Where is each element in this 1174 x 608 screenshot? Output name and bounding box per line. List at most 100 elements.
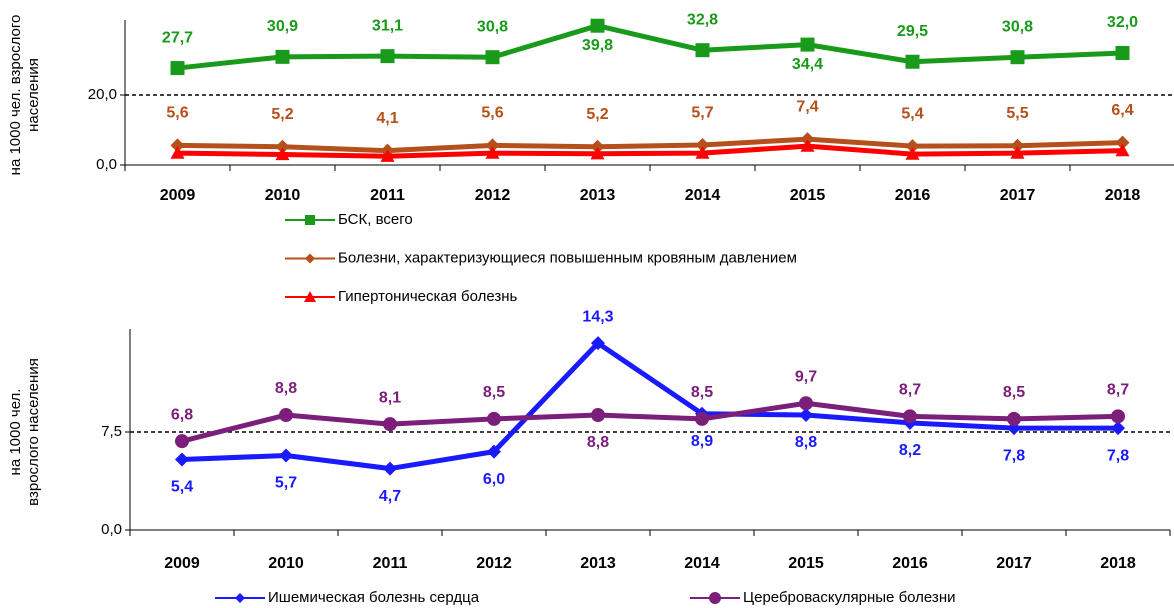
marker	[799, 396, 813, 411]
marker	[487, 411, 501, 426]
marker	[279, 408, 293, 423]
marker	[1010, 50, 1025, 65]
data-label: 5,2	[271, 106, 293, 123]
data-label: 5,2	[586, 106, 608, 123]
legend-marker	[709, 592, 721, 604]
marker	[170, 138, 185, 153]
y-axis-label-line: населения	[25, 58, 42, 132]
data-label: 32,8	[687, 11, 718, 28]
x-tick-label: 2018	[1100, 555, 1136, 572]
legend-label: Болезни, характеризующиеся повышенным кр…	[338, 249, 797, 266]
series-line	[181, 340, 1118, 472]
y-tick-label: 0,0	[96, 156, 117, 173]
marker	[1010, 146, 1025, 159]
x-tick-label: 2016	[892, 555, 928, 572]
series-line	[177, 136, 1123, 154]
marker	[591, 408, 605, 423]
data-label: 8,9	[691, 433, 713, 450]
x-tick-label: 2010	[268, 555, 304, 572]
marker	[170, 146, 185, 159]
x-tick-label: 2009	[164, 555, 200, 572]
y-axis-label: на 1000 чел. взрослогонаселения	[7, 15, 42, 176]
data-label: 31,1	[372, 17, 403, 34]
data-label: 9,7	[795, 368, 817, 385]
data-label: 8,8	[795, 434, 817, 451]
marker	[485, 50, 500, 65]
data-label: 6,0	[483, 471, 505, 488]
x-tick-label: 2017	[1000, 187, 1036, 204]
data-label: 27,7	[162, 29, 193, 46]
marker	[695, 138, 710, 153]
marker	[383, 461, 397, 476]
marker	[487, 444, 501, 459]
x-tick-label: 2018	[1105, 187, 1141, 204]
data-label: 14,3	[582, 308, 613, 325]
legend-marker	[305, 215, 315, 225]
legend-label: Цереброваскулярные болезни	[743, 589, 955, 606]
data-label: 5,6	[166, 105, 188, 122]
marker	[275, 147, 290, 161]
marker	[380, 149, 395, 162]
data-label: 30,8	[477, 18, 508, 35]
y-axis-label-line: на 1000 чел.	[7, 389, 24, 476]
data-label: 8,7	[1107, 382, 1129, 399]
marker	[383, 417, 397, 432]
marker	[175, 434, 189, 449]
data-label: 34,4	[792, 56, 823, 73]
data-label: 8,5	[691, 384, 713, 401]
data-label: 30,8	[1002, 18, 1033, 35]
data-label: 30,9	[267, 18, 298, 35]
marker	[799, 408, 813, 423]
data-label: 8,5	[1003, 384, 1025, 401]
data-label: 8,1	[379, 389, 401, 406]
data-label: 5,6	[481, 105, 503, 122]
marker	[1115, 143, 1130, 157]
marker	[175, 452, 189, 467]
marker	[1111, 409, 1125, 424]
data-label: 5,7	[691, 104, 713, 121]
data-label: 4,7	[379, 488, 401, 505]
marker	[275, 139, 290, 154]
x-tick-label: 2012	[475, 187, 511, 204]
marker	[1007, 411, 1021, 426]
x-tick-label: 2009	[160, 187, 196, 204]
x-tick-label: 2012	[476, 555, 512, 572]
data-label: 6,8	[171, 406, 193, 423]
data-label: 29,5	[897, 23, 928, 40]
marker	[380, 49, 395, 64]
series-line	[177, 143, 1123, 159]
marker	[800, 139, 815, 152]
x-tick-label: 2015	[790, 187, 826, 204]
marker	[1115, 46, 1130, 60]
y-tick-label: 20,0	[88, 86, 117, 103]
marker	[903, 409, 917, 424]
data-label: 7,4	[796, 98, 818, 115]
marker	[695, 43, 710, 58]
data-label: 5,4	[901, 105, 923, 122]
y-tick-label: 7,5	[101, 423, 122, 440]
marker	[695, 411, 709, 426]
data-label: 8,8	[587, 434, 609, 451]
marker	[1115, 135, 1130, 150]
x-tick-label: 2010	[265, 187, 301, 204]
marker	[590, 146, 605, 160]
marker	[590, 18, 605, 33]
marker	[485, 146, 500, 159]
marker	[170, 61, 185, 76]
x-tick-label: 2011	[373, 555, 408, 572]
marker	[800, 37, 815, 52]
data-label: 6,4	[1111, 102, 1133, 119]
series-line	[181, 400, 1119, 444]
marker	[905, 147, 920, 160]
legend-marker	[235, 593, 245, 603]
series-line	[177, 23, 1123, 71]
data-label: 8,8	[275, 380, 297, 397]
legend-marker	[304, 291, 316, 302]
data-label: 5,4	[171, 479, 193, 496]
data-label: 5,7	[275, 475, 297, 492]
legend-label: Ишемическая болезнь сердца	[268, 589, 480, 606]
marker	[485, 138, 500, 153]
data-label: 8,2	[899, 442, 921, 459]
x-tick-label: 2016	[895, 187, 931, 204]
